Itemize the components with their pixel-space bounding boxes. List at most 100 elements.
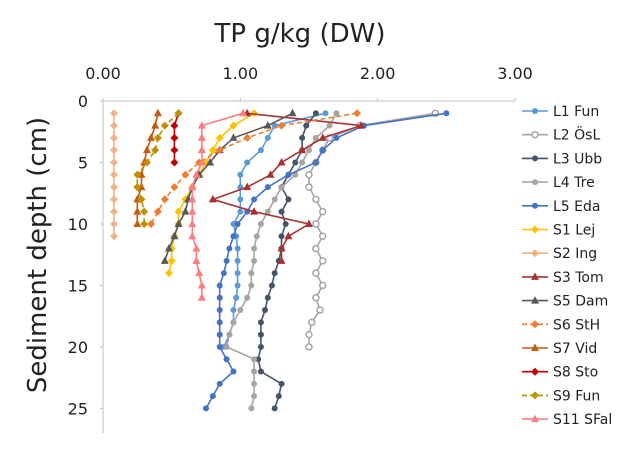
legend-item: S3 Tom <box>522 270 604 286</box>
data-point <box>109 133 118 142</box>
data-point <box>216 307 223 314</box>
legend-label: L1 Fun <box>553 104 599 120</box>
legend-swatch-marker <box>531 320 539 329</box>
series-l4-tre <box>223 110 340 412</box>
data-point <box>188 219 197 227</box>
data-point <box>264 208 271 215</box>
data-point <box>170 146 179 155</box>
data-point <box>312 244 320 253</box>
data-point <box>251 245 258 252</box>
legend-label: S2 Ing <box>553 246 597 262</box>
x-tick-label: 1.00 <box>223 64 259 83</box>
data-point <box>257 319 264 326</box>
data-point <box>278 233 285 240</box>
data-point <box>230 368 237 375</box>
legend-item: S2 Ing <box>522 246 597 262</box>
data-point <box>292 171 299 178</box>
data-point <box>285 196 292 203</box>
data-point <box>216 380 223 387</box>
data-point <box>251 356 258 363</box>
data-point <box>181 170 190 179</box>
series-line <box>308 112 436 347</box>
data-point <box>216 331 223 338</box>
data-point <box>307 318 316 327</box>
data-point <box>216 294 223 301</box>
legend-item: S9 Fun <box>522 388 600 404</box>
data-point <box>278 208 285 215</box>
data-point <box>192 256 201 264</box>
x-axis-title: TP g/kg (DW) <box>214 19 386 49</box>
data-point <box>216 282 223 289</box>
legend-label: S6 StH <box>553 317 600 333</box>
data-point <box>312 110 319 117</box>
data-point <box>298 145 307 154</box>
data-point <box>160 195 169 204</box>
data-point <box>230 307 237 314</box>
series-line <box>257 112 317 409</box>
data-point <box>234 245 241 252</box>
data-point <box>312 195 320 204</box>
data-point <box>243 133 252 142</box>
data-point <box>203 405 209 412</box>
legend-swatch-marker <box>532 108 538 114</box>
data-point <box>284 231 293 240</box>
x-tick-label: 3.00 <box>497 64 533 83</box>
data-point <box>160 121 169 130</box>
series-s9-fun <box>133 109 183 228</box>
data-point <box>188 207 197 215</box>
data-point <box>257 331 264 338</box>
legend-swatch-marker <box>531 367 539 376</box>
data-point <box>303 122 310 129</box>
data-point <box>318 281 327 290</box>
data-point <box>229 121 238 130</box>
data-point <box>233 294 240 301</box>
data-point <box>215 146 224 155</box>
data-point <box>237 171 244 178</box>
data-point <box>216 343 223 350</box>
data-point <box>160 256 169 264</box>
data-point <box>220 270 227 277</box>
legend-item: L4 Tre <box>522 175 595 191</box>
data-point <box>230 319 237 326</box>
data-point <box>299 159 306 166</box>
data-point <box>257 220 264 227</box>
data-point <box>164 269 173 278</box>
data-point <box>164 244 173 252</box>
series-s11-sfal <box>188 108 248 301</box>
legend-item: L5 Eda <box>522 199 600 215</box>
data-point <box>140 207 149 216</box>
data-point <box>230 220 237 227</box>
data-point <box>109 195 118 204</box>
data-point <box>206 157 215 166</box>
data-point <box>318 257 327 265</box>
legend-label: S8 Sto <box>553 365 598 381</box>
data-point <box>188 194 197 203</box>
legend-swatch-marker <box>531 391 539 400</box>
data-point <box>223 257 230 264</box>
data-point <box>312 293 320 302</box>
data-point <box>195 268 204 277</box>
legend-label: S11 SFal <box>553 412 612 428</box>
legend-item: S8 Sto <box>522 365 598 381</box>
data-point <box>170 133 179 142</box>
legend-swatch-marker <box>531 249 539 258</box>
data-point <box>243 182 252 191</box>
data-point <box>234 220 241 227</box>
data-point <box>133 170 142 179</box>
data-point <box>197 157 206 166</box>
legend-swatch-marker <box>531 296 539 304</box>
data-point <box>257 368 264 375</box>
data-point <box>312 220 320 228</box>
legend-swatch-marker <box>531 272 539 280</box>
y-tick-label: 20 <box>68 338 88 357</box>
series-line <box>168 112 255 274</box>
data-point <box>257 343 264 350</box>
y-tick-label: 5 <box>78 153 88 172</box>
data-point <box>312 159 319 166</box>
data-point <box>188 231 197 240</box>
data-point <box>197 280 206 289</box>
data-point <box>278 380 285 387</box>
data-point <box>322 110 329 117</box>
legend-label: L3 Ubb <box>553 151 602 167</box>
data-point <box>305 330 313 339</box>
